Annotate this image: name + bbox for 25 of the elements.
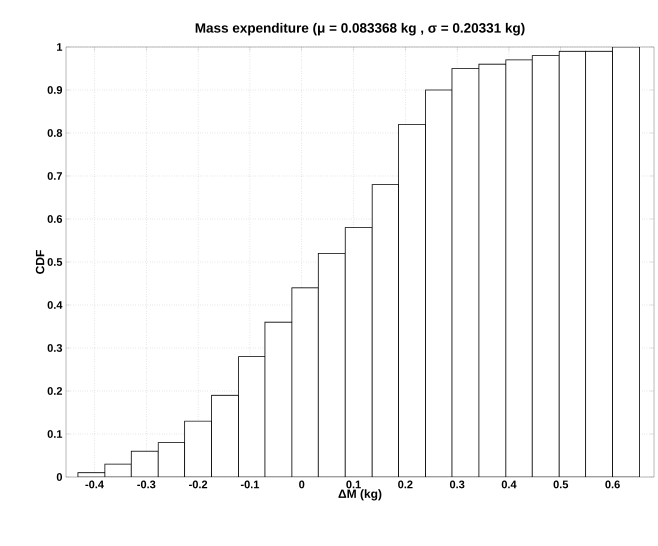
x-tick-label: 0.2 <box>398 480 413 488</box>
x-tick-label: 0.5 <box>554 480 568 488</box>
y-tick-label: 0.8 <box>48 129 62 137</box>
x-tick-label: 0.3 <box>450 480 464 488</box>
y-axis-title: CDF <box>36 250 44 274</box>
x-tick-label: -0.2 <box>189 480 208 488</box>
x-tick-label: 0.4 <box>502 480 517 488</box>
x-tick-label: -0.3 <box>137 480 156 488</box>
x-tick-label: 0.1 <box>346 480 361 488</box>
x-tick-label: -0.1 <box>240 480 260 488</box>
y-tick-label: 0.9 <box>48 86 62 94</box>
y-tick-label: 0.3 <box>48 344 62 352</box>
y-tick-label: 0.7 <box>48 172 62 180</box>
x-tick-label: -0.4 <box>85 480 104 488</box>
y-tick-label: 0.2 <box>48 387 62 395</box>
x-tick-label: 0.6 <box>605 480 620 488</box>
y-tick-label: 0.6 <box>48 215 62 223</box>
y-tick-label: 1 <box>57 43 62 51</box>
x-axis-title: ΔM (kg) <box>338 489 382 500</box>
x-tick-label: 0 <box>299 480 304 488</box>
y-tick-label: 0.4 <box>48 301 62 309</box>
y-tick-label: 0.5 <box>48 258 62 266</box>
chart-title: Mass expenditure (μ = 0.083368 kg , σ = 0.20331 kg) <box>196 22 525 36</box>
y-tick-label: 0.1 <box>48 430 62 438</box>
y-tick-label: 0 <box>56 473 62 481</box>
